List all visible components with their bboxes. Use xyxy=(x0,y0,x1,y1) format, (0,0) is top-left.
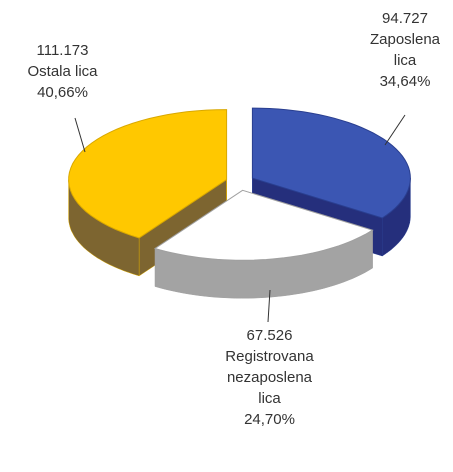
percent-label: 34,64% xyxy=(379,73,431,90)
slice xyxy=(68,109,228,239)
percent-label: 24,70% xyxy=(244,411,295,428)
category-label: Registrovana nezaposlena lica xyxy=(225,348,314,407)
percent-label: 40,66% xyxy=(37,84,88,101)
category-label: Zaposlena lica xyxy=(369,31,441,69)
slice xyxy=(251,107,411,219)
slice-label: 94.727 Zaposlena lica 34,64% xyxy=(360,8,450,92)
value-label: 67.526 xyxy=(246,327,293,344)
leader-line xyxy=(384,114,406,146)
category-label: Ostala lica xyxy=(27,63,98,80)
leader-line xyxy=(267,289,271,323)
value-label: 94.727 xyxy=(382,10,428,27)
slice-label: 67.526 Registrovana nezaposlena lica 24,… xyxy=(222,325,317,430)
slice xyxy=(153,189,374,261)
value-label: 111.173 xyxy=(36,42,89,59)
leader-line xyxy=(74,117,86,153)
slice-label: 111.173 Ostala lica 40,66% xyxy=(10,40,115,103)
